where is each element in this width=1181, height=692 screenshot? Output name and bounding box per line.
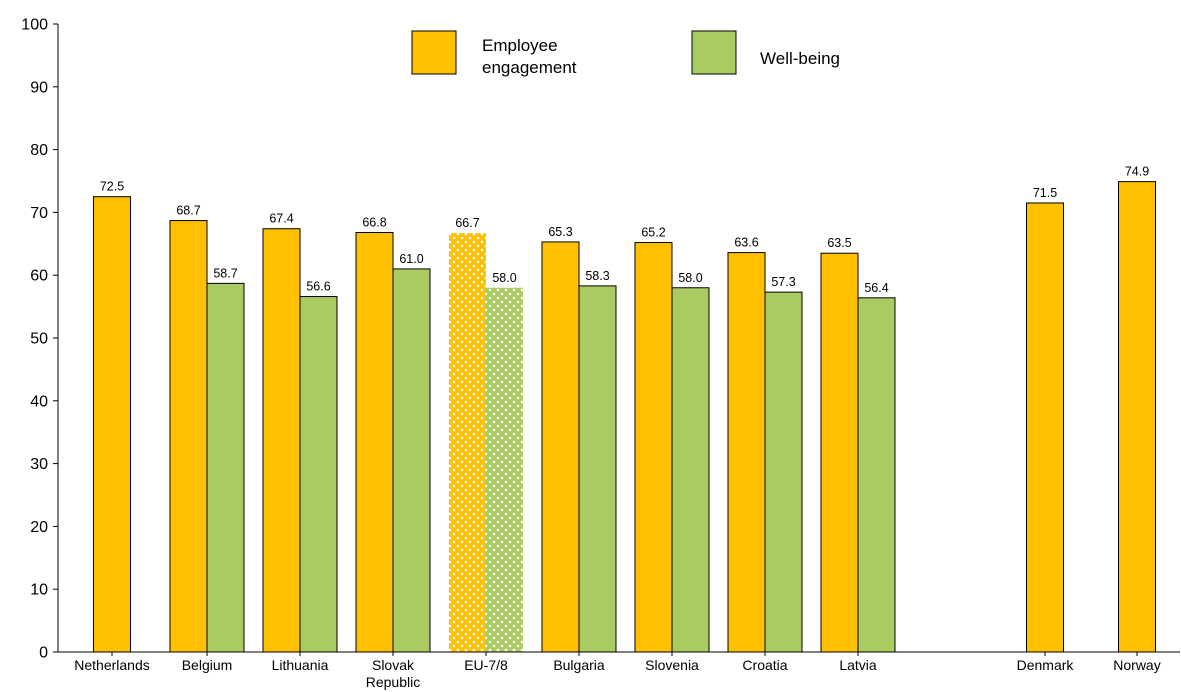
data-label-well-being-lithuania: 56.6: [306, 280, 330, 294]
y-tick-label: 40: [30, 393, 48, 410]
data-label-employee-engagement-bulgaria: 65.3: [548, 225, 572, 239]
bar-employee-engagement-eu-7-8: [449, 233, 486, 652]
data-label-employee-engagement-eu-7-8: 66.7: [455, 216, 479, 230]
data-label-employee-engagement-netherlands: 72.5: [100, 180, 124, 194]
data-label-employee-engagement-slovak-republic: 66.8: [362, 215, 386, 229]
bar-employee-engagement-slovak-republic: [355, 231, 394, 653]
x-tick-label-eu-7-8: EU-7/8: [464, 657, 508, 673]
x-tick-label-slovenia: Slovenia: [645, 657, 699, 673]
data-label-well-being-latvia: 56.4: [864, 281, 888, 295]
legend: Employee engagement Well-being: [411, 30, 840, 77]
data-label-well-being-slovak-republic: 61.0: [399, 252, 423, 266]
data-label-employee-engagement-belgium: 68.7: [176, 204, 200, 218]
x-tick-label-netherlands: Netherlands: [74, 657, 150, 673]
y-tick-label: 0: [39, 645, 48, 662]
x-tick-label-norway: Norway: [1113, 657, 1160, 673]
bar-well-being-slovak-republic: [392, 268, 431, 653]
data-label-employee-engagement-slovenia: 65.2: [641, 226, 665, 240]
data-label-well-being-slovenia: 58.0: [678, 271, 702, 285]
y-tick-label: 70: [30, 205, 48, 222]
y-tick-label: 50: [30, 331, 48, 348]
legend-swatch-employee-engagement: [411, 30, 457, 75]
x-tick-label-denmark: Denmark: [1017, 657, 1075, 673]
data-label-well-being-belgium: 58.7: [213, 266, 237, 280]
y-tick-label: 30: [30, 456, 48, 473]
data-label-well-being-eu-7-8: 58.0: [492, 271, 516, 285]
data-label-employee-engagement-denmark: 71.5: [1033, 186, 1057, 200]
bar-employee-engagement-slovenia: [634, 242, 673, 653]
x-tick-label-lithuania: Lithuania: [272, 657, 329, 673]
x-tick-label-slovak-republic: Slovak Republic: [366, 657, 420, 690]
legend-swatch-well-being: [691, 30, 737, 75]
bar-well-being-belgium: [206, 282, 245, 653]
y-tick-label: 100: [21, 17, 48, 34]
y-tick-label: 10: [30, 582, 48, 599]
bar-well-being-bulgaria: [578, 285, 617, 653]
bar-well-being-lithuania: [299, 296, 338, 653]
bar-well-being-slovenia: [671, 287, 710, 653]
bar-employee-engagement-latvia: [820, 252, 859, 653]
y-tick-label: 60: [30, 268, 48, 285]
legend-item-employee-engagement: Employee engagement: [411, 30, 577, 77]
y-tick-label: 90: [30, 79, 48, 96]
bar-employee-engagement-croatia: [727, 252, 766, 653]
data-label-employee-engagement-croatia: 63.6: [734, 236, 758, 250]
y-axis: 0 10 20 30 40 50 60 70 80 90 100: [21, 17, 59, 662]
bar-employee-engagement-lithuania: [262, 228, 301, 653]
legend-label-well-being: Well-being: [760, 49, 840, 68]
data-label-employee-engagement-norway: 74.9: [1125, 165, 1149, 179]
y-tick-label: 20: [30, 519, 48, 536]
data-label-well-being-croatia: 57.3: [771, 275, 795, 289]
x-tick-label-belgium: Belgium: [182, 657, 233, 673]
bar-employee-engagement-netherlands: [93, 196, 131, 653]
legend-label-employee-engagement: Employee engagement: [482, 36, 577, 77]
legend-item-well-being: Well-being: [691, 30, 840, 75]
bar-employee-engagement-belgium: [169, 220, 208, 653]
data-label-employee-engagement-lithuania: 67.4: [269, 212, 293, 226]
bars: 72.5 68.7 58.7 67.4 56.6 66.8 61.0 66.7 58.0 65.3…: [93, 165, 1156, 653]
x-tick-label-croatia: Croatia: [742, 657, 787, 673]
bar-well-being-croatia: [764, 291, 803, 653]
bar-employee-engagement-denmark: [1026, 202, 1064, 653]
y-tick-label: 80: [30, 142, 48, 159]
x-tick-label-latvia: Latvia: [839, 657, 877, 673]
data-label-employee-engagement-latvia: 63.5: [827, 236, 851, 250]
bar-employee-engagement-bulgaria: [541, 241, 580, 653]
bar-well-being-latvia: [857, 297, 896, 653]
data-label-well-being-bulgaria: 58.3: [585, 269, 609, 283]
x-tick-label-bulgaria: Bulgaria: [553, 657, 605, 673]
x-axis: Netherlands Belgium Lithuania Slovak Republi…: [58, 651, 1180, 690]
bar-well-being-eu-7-8: [486, 287, 523, 652]
bar-employee-engagement-norway: [1118, 181, 1156, 653]
